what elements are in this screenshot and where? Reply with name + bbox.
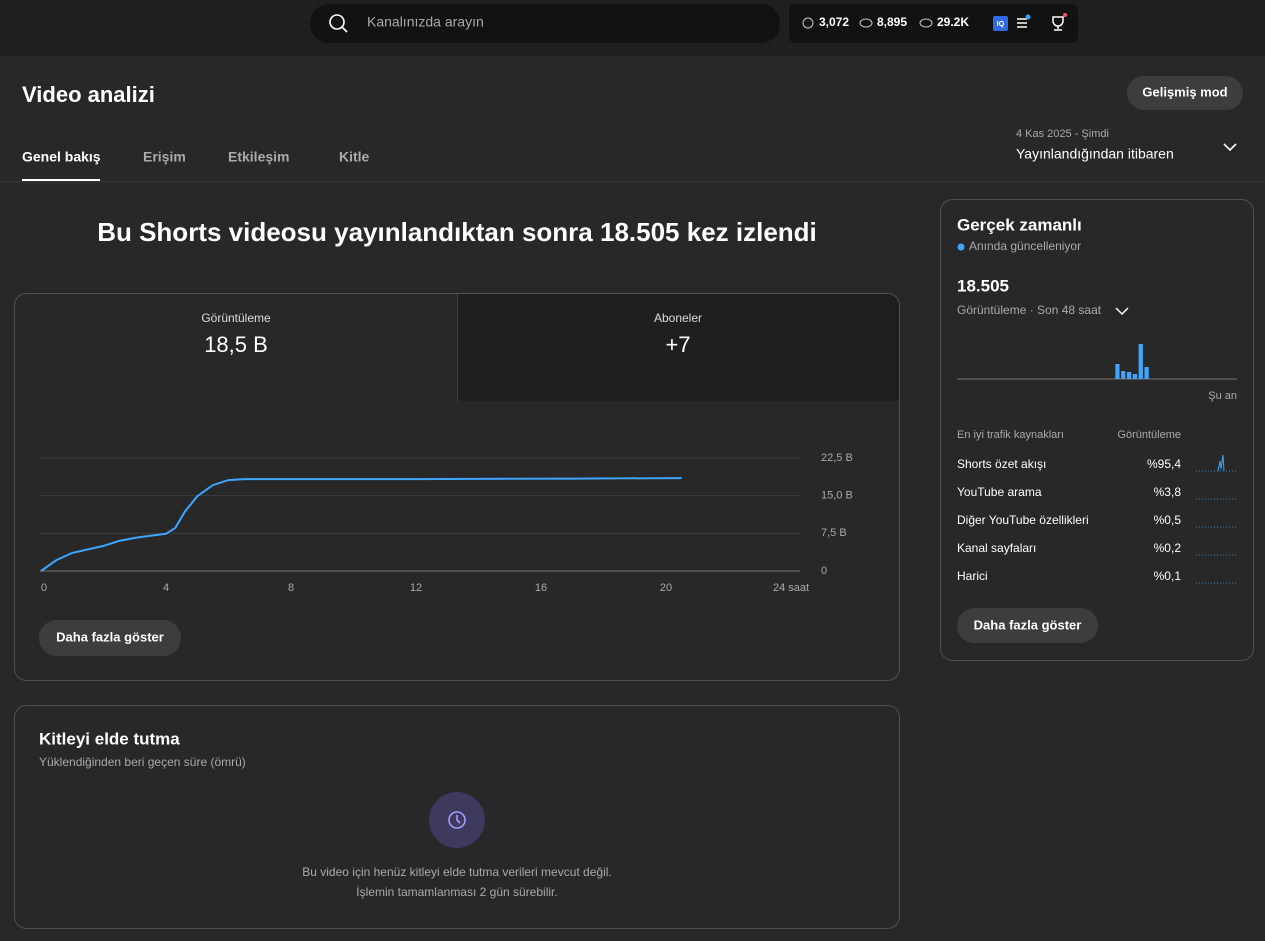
live-dot <box>957 243 965 251</box>
eye-icon <box>919 18 933 28</box>
bar <box>1121 371 1126 379</box>
y-tick-label: 22,5 B <box>821 452 853 464</box>
dropdown-chevron[interactable] <box>1223 143 1237 152</box>
bar <box>1132 374 1138 379</box>
more-button[interactable] <box>957 608 1098 643</box>
bar <box>1138 344 1143 379</box>
realtime-period[interactable]: Görüntüleme · Son 48 saat <box>957 303 1102 317</box>
search-icon <box>329 14 345 30</box>
tab[interactable]: Erişim <box>143 149 186 165</box>
iq-badge-text: IQ <box>997 21 1005 28</box>
headline: Bu Shorts videosu yayınlandıktan sonra 1… <box>97 217 817 247</box>
metric-value: 18,5 B <box>204 332 268 357</box>
realtime-value: 18.505 <box>957 276 1009 295</box>
date-range-label[interactable]: Yayınlandığından itibaren <box>1016 146 1174 162</box>
bar <box>1115 364 1120 379</box>
sources-header: En iyi trafik kaynakları <box>957 429 1064 441</box>
metric-value: +7 <box>665 332 690 357</box>
metric-label: Aboneler <box>654 311 702 325</box>
realtime-chart: Şu an <box>957 344 1237 402</box>
bar <box>1144 367 1149 379</box>
more-button-label: Daha fazla göster <box>56 629 164 644</box>
menu-icon[interactable] <box>1017 18 1027 28</box>
more-button[interactable] <box>39 620 181 656</box>
x-tick-label: 12 <box>410 582 422 594</box>
x-tick-label: 20 <box>660 582 672 594</box>
search-box[interactable] <box>310 4 780 43</box>
advanced-button-label: Gelişmiş mod <box>1142 84 1227 99</box>
clock-icon <box>456 815 461 824</box>
realtime-status: Anında güncelleniyor <box>969 239 1081 253</box>
search-icon <box>341 26 348 33</box>
retention-message: İşlemin tamamlanması 2 gün sürebilir. <box>356 885 557 899</box>
source-share: %95,4 <box>1147 457 1181 471</box>
share-header: Görüntüleme <box>1117 429 1181 441</box>
y-tick-label: 0 <box>821 565 827 577</box>
source-share: %3,8 <box>1154 485 1182 499</box>
trophy-icon[interactable] <box>1052 16 1064 31</box>
x-tick-label: 16 <box>535 582 547 594</box>
sources-table: Shorts özet akışı %95,4 YouTube arama %3,8 D… <box>957 454 1237 584</box>
source-share: %0,2 <box>1154 541 1182 555</box>
sparkline <box>1217 454 1225 472</box>
clock-icon <box>448 811 466 829</box>
eye-icon <box>859 18 873 28</box>
realtime-card <box>940 199 1254 661</box>
stat: 8,895 <box>877 15 907 29</box>
x-tick-label: 8 <box>288 582 294 594</box>
source-name: Diğer YouTube özellikleri <box>957 513 1089 527</box>
tab-active[interactable]: Genel bakış <box>22 149 101 165</box>
retention-message: Bu video için henüz kitleyi elde tutma v… <box>302 865 611 879</box>
stat: 29.2K <box>937 15 969 29</box>
more-button-label: Daha fazla göster <box>974 617 1082 632</box>
tab-underline <box>22 179 100 181</box>
notification-dot <box>1063 13 1067 17</box>
notification-dot <box>1025 14 1031 20</box>
advanced-button[interactable] <box>1127 76 1243 110</box>
source-share: %0,5 <box>1154 513 1182 527</box>
page-title: Video analizi <box>22 82 155 107</box>
retention-title: Kitleyi elde tutma <box>39 729 180 748</box>
date-range: 4 Kas 2025 - Şimdi <box>1016 128 1109 140</box>
metric-tab-inactive[interactable] <box>458 294 899 401</box>
bar <box>1126 372 1132 379</box>
stats-box <box>789 4 1078 43</box>
source-share: %0,1 <box>1154 569 1182 583</box>
realtime-title: Gerçek zamanlı <box>957 215 1082 234</box>
source-name: Shorts özet akışı <box>957 457 1046 471</box>
views-line <box>40 477 682 572</box>
source-name: YouTube arama <box>957 485 1042 499</box>
y-tick-label: 15,0 B <box>821 490 853 502</box>
tab[interactable]: Etkileşim <box>228 149 289 165</box>
x-tick-label: 24 saat <box>773 582 809 594</box>
stat: 3,072 <box>819 15 849 29</box>
iq-badge[interactable] <box>993 16 1008 31</box>
views-chart: 0 7,5 B 15,0 B 22,5 B 0 4 8 12 16 20 24 saat <box>40 452 853 594</box>
x-tick-label: 4 <box>163 582 169 594</box>
tab[interactable]: Kitle <box>339 149 370 165</box>
search-placeholder: Kanalınızda arayın <box>367 14 484 30</box>
clock-icon <box>802 17 814 29</box>
period-chevron[interactable] <box>1115 307 1129 316</box>
chart-annotation: Şu an <box>1208 390 1237 402</box>
metric-label: Görüntüleme <box>201 311 271 325</box>
source-name: Harici <box>957 569 988 583</box>
y-tick-label: 7,5 B <box>821 527 847 539</box>
retention-subtitle: Yüklendiğinden beri geçen süre (ömrü) <box>39 755 246 769</box>
source-name: Kanal sayfaları <box>957 541 1036 555</box>
x-tick-label: 0 <box>41 582 47 594</box>
